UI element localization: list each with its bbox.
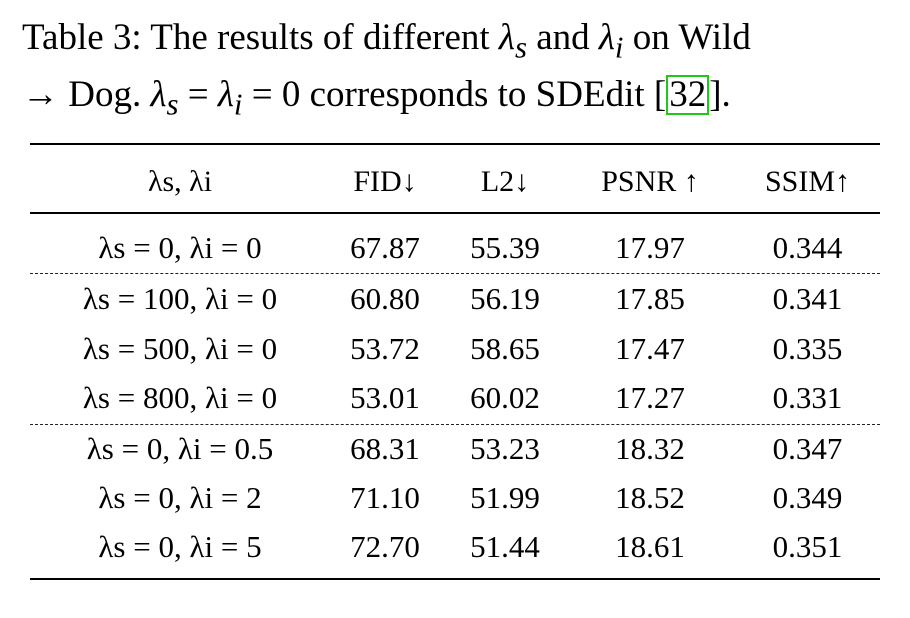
group-divider (30, 424, 880, 425)
cell-setting: λs = 0, λi = 0 (98, 230, 262, 265)
cell-setting: λs = 800, λi = 0 (82, 380, 278, 415)
cell-ssim: 0.341 (772, 281, 843, 316)
cell-fid: 53.01 (350, 380, 420, 415)
caption-text: on Wild (623, 17, 751, 58)
group-divider (30, 273, 880, 274)
cell-fid: 72.70 (350, 529, 420, 564)
cell-psnr: 17.47 (615, 331, 685, 366)
cell-fid: 68.31 (350, 431, 420, 466)
caption-text: Table 3: The results of different (22, 17, 499, 58)
cell-psnr: 18.32 (615, 431, 685, 466)
cell-psnr: 17.27 (615, 380, 685, 415)
cell-l2: 53.23 (470, 431, 540, 466)
subscript-i: i (614, 30, 624, 65)
cell-ssim: 0.331 (772, 380, 843, 415)
cell-l2: 58.65 (470, 331, 540, 366)
cell-psnr: 18.61 (615, 529, 685, 564)
header-fid: FID↓ (353, 165, 417, 198)
header-ssim: SSIM↑ (764, 165, 851, 198)
cell-setting: λs = 500, λi = 0 (82, 331, 278, 366)
caption-line-1: Table 3: The results of different λs and… (22, 14, 902, 71)
subscript-s: s (166, 87, 179, 122)
header-l2: L2↓ (480, 165, 530, 198)
cell-fid: 71.10 (350, 480, 420, 515)
cell-fid: 53.72 (350, 331, 420, 366)
cell-ssim: 0.344 (772, 230, 843, 265)
caption-line-2: → Dog. λs = λi = 0 corresponds to SDEdit… (22, 71, 902, 128)
cell-setting: λs = 0, λi = 0.5 (86, 431, 274, 466)
lambda-symbol: λ (217, 74, 234, 116)
caption-text: = (178, 74, 218, 116)
cell-setting: λs = 0, λi = 5 (98, 529, 262, 564)
cell-setting: λs = 100, λi = 0 (82, 281, 278, 316)
subscript-i: i (233, 87, 243, 122)
lambda-symbol: λ (598, 17, 615, 58)
caption-text: and (526, 17, 599, 58)
cell-l2: 60.02 (470, 380, 540, 415)
cell-fid: 60.80 (350, 281, 420, 316)
table-bottom-rule (30, 578, 880, 580)
caption-text: → Dog. (22, 74, 151, 116)
citation-link[interactable]: 32 (666, 75, 710, 116)
cell-ssim: 0.335 (772, 331, 843, 366)
cell-psnr: 18.52 (615, 480, 685, 515)
cell-l2: 55.39 (470, 230, 540, 265)
cell-psnr: 17.97 (615, 230, 685, 265)
cell-l2: 56.19 (470, 281, 540, 316)
lambda-symbol: λ (498, 17, 515, 58)
cell-setting: λs = 0, λi = 2 (98, 480, 262, 515)
caption-text: = 0 corresponds to SDEdit [ (242, 74, 667, 116)
header-rule (30, 212, 880, 214)
table-top-rule (30, 143, 880, 145)
cell-ssim: 0.349 (772, 480, 843, 515)
cell-ssim: 0.347 (772, 431, 843, 466)
cell-l2: 51.44 (470, 529, 540, 564)
lambda-symbol: λ (150, 74, 167, 116)
header-setting: λs, λi (147, 165, 213, 198)
table-caption: Table 3: The results of different λs and… (22, 14, 902, 129)
header-psnr: PSNR ↑ (601, 165, 699, 198)
caption-text: ]. (709, 74, 731, 116)
cell-fid: 67.87 (350, 230, 420, 265)
subscript-s: s (514, 30, 527, 65)
cell-ssim: 0.351 (772, 529, 843, 564)
cell-l2: 51.99 (470, 480, 540, 515)
cell-psnr: 17.85 (615, 281, 685, 316)
